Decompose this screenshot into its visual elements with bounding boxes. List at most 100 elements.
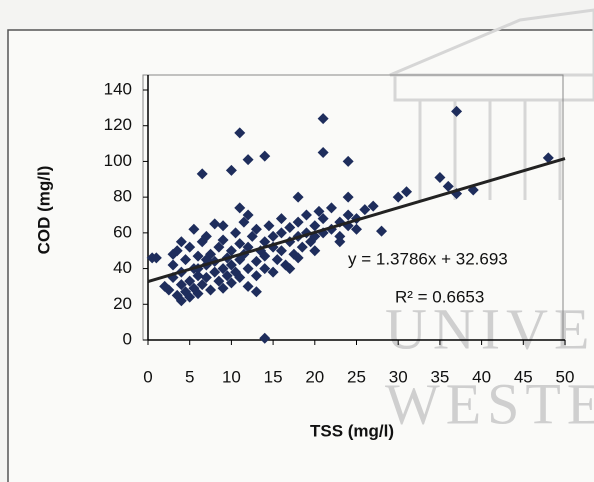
point	[401, 186, 413, 198]
point	[376, 225, 388, 237]
point	[250, 270, 262, 282]
point	[242, 209, 254, 221]
point	[163, 284, 175, 296]
point	[263, 220, 275, 232]
point	[342, 191, 354, 203]
y-axis-title: COD (mg/l)	[34, 166, 53, 255]
point	[217, 282, 229, 294]
point	[259, 250, 271, 262]
trendline	[147, 157, 566, 284]
point	[267, 266, 279, 278]
point	[292, 191, 304, 203]
point	[209, 266, 221, 278]
point	[259, 236, 271, 248]
point	[213, 275, 225, 287]
point	[451, 105, 463, 117]
point	[225, 245, 237, 257]
x-tick-label: 25	[347, 367, 366, 386]
point	[171, 245, 183, 257]
point	[213, 241, 225, 253]
point	[184, 291, 196, 303]
point	[342, 209, 354, 221]
point	[234, 202, 246, 214]
point	[434, 172, 446, 183]
point	[259, 150, 271, 162]
point	[184, 275, 196, 287]
point	[146, 252, 158, 264]
point	[200, 272, 212, 283]
y-tick-label: 100	[104, 151, 132, 170]
point	[196, 168, 208, 180]
x-axis-title: TSS (mg/l)	[310, 421, 394, 440]
watermark-text: WESTER	[385, 371, 594, 436]
point	[275, 213, 287, 225]
point	[184, 241, 196, 253]
point	[175, 279, 187, 291]
y-tick-label: 40	[113, 258, 132, 277]
point	[217, 220, 229, 232]
x-tick-label: 30	[389, 367, 408, 386]
point	[209, 218, 221, 230]
x-tick-label: 45	[514, 367, 533, 386]
y-tick-label: 0	[123, 329, 132, 348]
point	[284, 263, 296, 275]
point	[309, 220, 321, 232]
trend-equation: y = 1.3786x + 32.693	[348, 249, 508, 268]
point	[192, 270, 204, 282]
point	[259, 332, 271, 344]
point	[334, 236, 346, 248]
point	[167, 248, 179, 260]
point	[317, 113, 329, 125]
point	[217, 234, 229, 246]
point	[300, 209, 312, 221]
point	[167, 259, 179, 271]
point	[351, 223, 362, 235]
point	[442, 180, 454, 192]
x-tick-label: 0	[143, 367, 152, 386]
point	[267, 230, 279, 242]
point	[238, 216, 250, 228]
point	[175, 236, 187, 248]
point	[234, 127, 246, 139]
point	[242, 154, 254, 166]
x-tick-label: 35	[430, 367, 449, 386]
point	[205, 284, 217, 296]
point	[188, 223, 200, 235]
point	[192, 250, 204, 262]
point	[250, 223, 262, 235]
point	[317, 147, 329, 158]
watermark-text: UNIVER	[385, 296, 594, 361]
point	[296, 241, 308, 253]
point	[313, 205, 325, 217]
point	[246, 230, 258, 242]
y-tick-label: 80	[113, 187, 132, 206]
x-tick-label: 5	[185, 367, 194, 386]
point	[196, 279, 208, 291]
point	[271, 254, 283, 266]
point	[359, 204, 371, 216]
point	[242, 280, 254, 292]
point	[175, 295, 187, 307]
point	[275, 245, 287, 257]
point	[542, 152, 554, 164]
x-tick-label: 40	[472, 367, 491, 386]
point	[367, 200, 379, 212]
point	[292, 216, 304, 228]
point	[284, 222, 296, 233]
x-tick-label: 50	[556, 367, 575, 386]
point	[234, 272, 246, 283]
point	[230, 227, 242, 239]
point	[234, 238, 246, 250]
y-tick-label: 60	[113, 222, 132, 241]
point	[259, 263, 271, 275]
point	[225, 164, 237, 176]
y-tick-label: 140	[104, 79, 132, 98]
point	[192, 288, 204, 300]
point	[221, 270, 233, 282]
r-squared: R² = 0.6653	[395, 287, 484, 306]
point	[317, 213, 329, 225]
point	[225, 259, 237, 271]
point	[180, 254, 192, 266]
x-tick-label: 15	[264, 367, 283, 386]
